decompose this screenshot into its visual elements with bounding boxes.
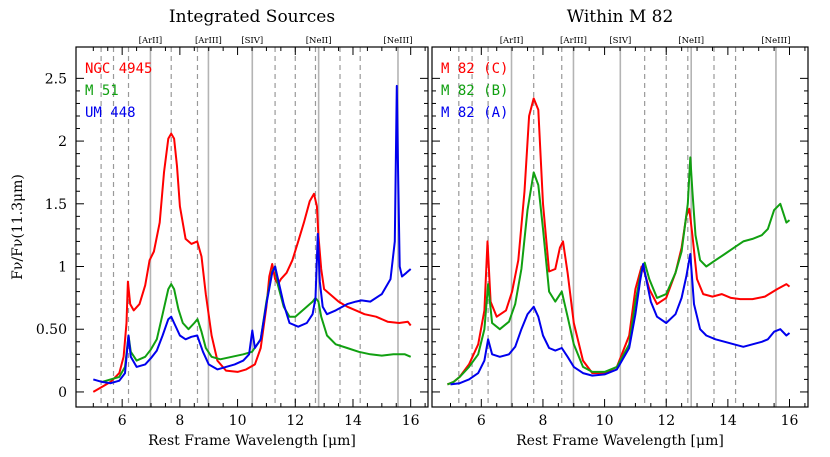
y-tick-label: 2 bbox=[58, 134, 67, 150]
series-line-red bbox=[92, 132, 412, 393]
x-tick-label: 14 bbox=[719, 413, 737, 429]
x-tick-label: 16 bbox=[402, 413, 420, 429]
legend-entry: M 51 bbox=[85, 83, 119, 99]
x-tick-label: 8 bbox=[538, 413, 547, 429]
series-line-green bbox=[101, 265, 412, 383]
y-tick-label: 1 bbox=[58, 260, 67, 276]
emission-line-label: [SIV] bbox=[241, 36, 263, 46]
chart-title: Integrated Sources bbox=[169, 7, 335, 27]
x-tick-label: 12 bbox=[286, 413, 304, 429]
y-axis-label: Fν/Fν(11.3μm) bbox=[10, 174, 26, 280]
emission-line-label: [ArIII] bbox=[195, 36, 222, 46]
x-tick-label: 6 bbox=[118, 413, 127, 429]
legend-entry: M 82 (A) bbox=[441, 105, 508, 121]
x-tick-label: 14 bbox=[344, 413, 362, 429]
panel-within-m82: Within M 82 [ArII] [ArIII] [SIV] [NeII] [NeII… bbox=[431, 7, 809, 449]
y-tick-label: 0.50 bbox=[36, 322, 67, 338]
emission-line-label: [NeIII] bbox=[383, 36, 412, 46]
x-axis-label: Rest Frame Wavelength [μm] bbox=[516, 433, 724, 449]
y-tick-label: 0 bbox=[58, 385, 67, 401]
panel-integrated-sources: Integrated Sources [ArII] [ArIII] [SIV] [NeI… bbox=[36, 7, 429, 449]
emission-line-label: [ArII] bbox=[139, 36, 163, 46]
legend-entry: M 82 (C) bbox=[441, 61, 508, 77]
x-tick-label: 8 bbox=[175, 413, 184, 429]
x-axis-label: Rest Frame Wavelength [μm] bbox=[148, 433, 356, 449]
emission-line-label: [ArIII] bbox=[560, 36, 587, 46]
x-tick-label: 10 bbox=[596, 413, 614, 429]
legend-entry: UM 448 bbox=[85, 105, 136, 121]
x-tick-label: 12 bbox=[657, 413, 675, 429]
chart-title: Within M 82 bbox=[567, 7, 674, 27]
emission-line-label: [ArII] bbox=[500, 36, 524, 46]
series-line-blue bbox=[450, 253, 791, 386]
legend-entry: M 82 (B) bbox=[441, 83, 508, 99]
x-tick-label: 6 bbox=[477, 413, 486, 429]
y-tick-label: 1.5 bbox=[45, 197, 67, 213]
legend-entry: NGC 4945 bbox=[85, 61, 152, 77]
series-line-red bbox=[447, 97, 791, 386]
x-tick-label: 10 bbox=[229, 413, 247, 429]
emission-line-label: [SIV] bbox=[609, 36, 631, 46]
global-labels: Fν/Fν(11.3μm) bbox=[10, 174, 26, 280]
series-line-green bbox=[447, 156, 791, 386]
x-tick-label: 16 bbox=[781, 413, 799, 429]
y-tick-label: 2.5 bbox=[45, 71, 67, 87]
series-line-blue bbox=[93, 84, 412, 385]
emission-line-label: [NeII] bbox=[678, 36, 704, 46]
emission-line-label: [NeIII] bbox=[761, 36, 790, 46]
emission-line-label: [NeII] bbox=[306, 36, 332, 46]
